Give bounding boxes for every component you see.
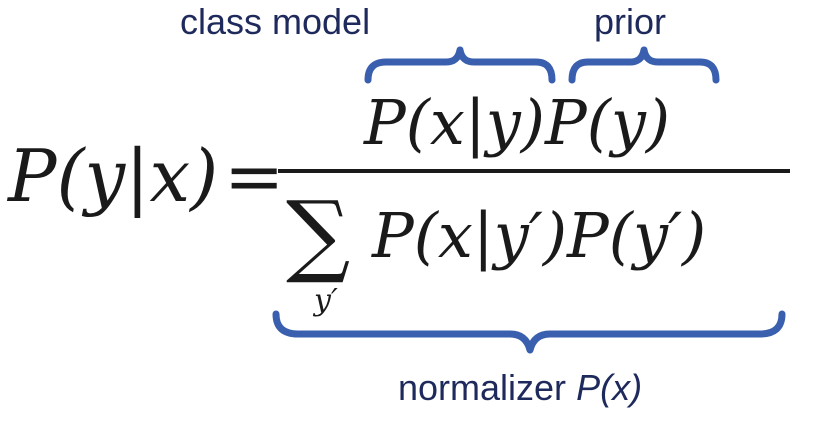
- class-model-brace: [364, 46, 556, 84]
- normalizer-brace: [272, 310, 786, 354]
- prior-brace: [568, 46, 720, 84]
- numerator: P(x|y)P(y): [364, 86, 671, 159]
- equals-sign: =: [224, 134, 285, 218]
- normalizer-label: normalizer P(x): [398, 370, 642, 406]
- normalizer-math: P(x): [576, 367, 643, 408]
- summation-symbol: ∑: [286, 182, 351, 287]
- denominator: P(x|y′)P(y′): [372, 199, 707, 272]
- summation-index: y′: [314, 283, 338, 318]
- prior-label: prior: [594, 1, 667, 42]
- class-model-label: class model: [180, 1, 371, 42]
- normalizer-text: normalizer: [398, 367, 577, 408]
- posterior-lhs: P(y|x): [8, 134, 219, 218]
